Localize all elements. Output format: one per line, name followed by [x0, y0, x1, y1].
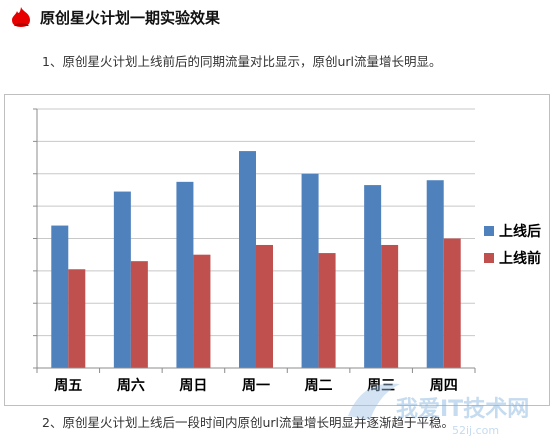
- bar-before-6: [443, 238, 461, 368]
- legend-label-0: 上线后: [499, 223, 541, 240]
- x-tick-label-3: 周一: [242, 378, 270, 394]
- bar-before-0: [68, 269, 86, 368]
- x-tick-label-5: 周三: [367, 378, 395, 394]
- watermark-subtext: 52ij.com: [452, 424, 499, 437]
- x-tick-label-6: 周四: [430, 378, 458, 394]
- bar-before-3: [256, 244, 273, 368]
- x-tick-label-2: 周日: [179, 378, 207, 394]
- bar-after-6: [426, 180, 444, 368]
- legend-swatch-1: [484, 253, 494, 263]
- axes: [33, 108, 476, 373]
- x-tick-label-4: 周二: [305, 378, 333, 394]
- conclusion-paragraph: 2、原创星火计划上线后一段时间内原创url流量增长明显并逐渐趋于平稳。: [42, 415, 454, 430]
- intro-paragraph: 1、原创星火计划上线前后的同期流量对比显示，原创url流量增长明显。: [42, 54, 442, 69]
- bar-before-5: [381, 244, 399, 368]
- x-tick-label-0: 周五: [54, 378, 82, 394]
- x-tick-labels: 周五 周六 周日 周一 周二 周三 周四: [54, 377, 457, 394]
- bars: [51, 151, 461, 368]
- bar-after-1: [113, 191, 131, 368]
- bar-after-2: [176, 181, 194, 368]
- bar-after-5: [364, 185, 382, 368]
- legend-swatch-0: [484, 226, 494, 236]
- legend-label-1: 上线前: [499, 250, 541, 267]
- page-title: 原创星火计划一期实验效果: [40, 8, 221, 27]
- bar-before-1: [130, 261, 148, 368]
- x-tick-label-1: 周六: [117, 377, 145, 394]
- bar-chart-frame: 周五 周六 周日 周一 周二 周三 周四 上线后上线前: [4, 94, 550, 406]
- bar-after-0: [51, 225, 69, 368]
- bar-before-2: [193, 254, 211, 368]
- red-flame-icon: [12, 7, 30, 27]
- bar-after-4: [301, 173, 319, 368]
- bar-before-4: [318, 253, 336, 368]
- section-heading: 原创星火计划一期实验效果: [8, 6, 220, 28]
- bar-after-3: [239, 151, 256, 368]
